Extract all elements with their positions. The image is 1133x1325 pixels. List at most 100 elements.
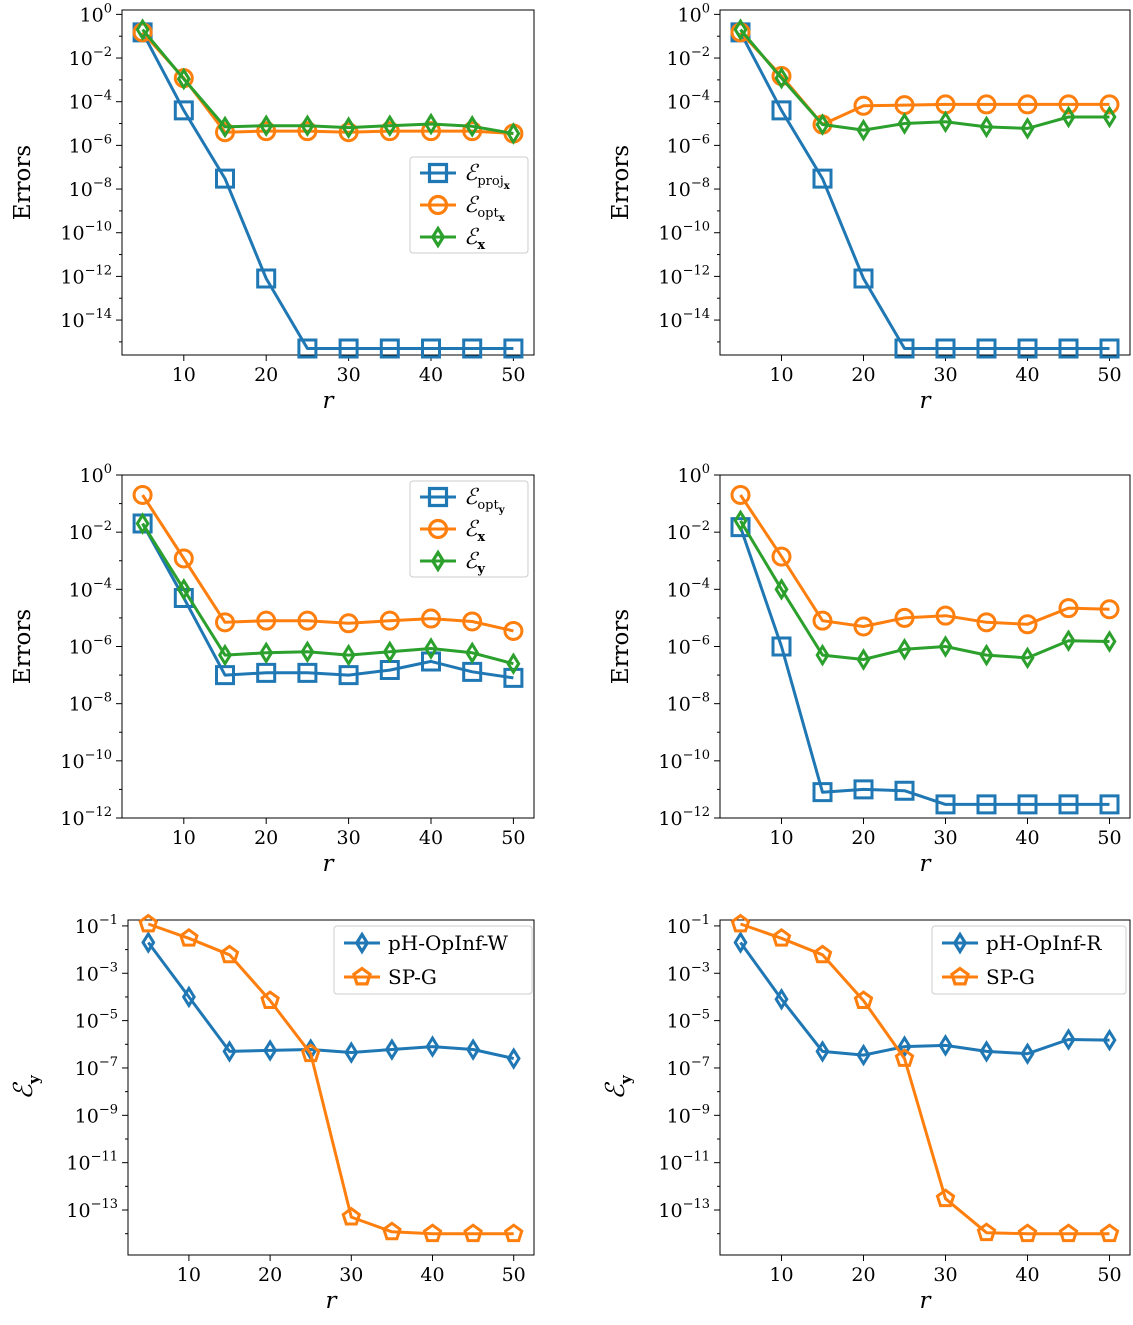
series-line [739, 31, 1110, 350]
y-tick-label: 10−9 [667, 1102, 710, 1127]
y-tick-label: 100 [80, 1, 112, 26]
data-point [774, 66, 789, 90]
data-point [771, 927, 792, 947]
data-point [1099, 1223, 1120, 1243]
series-line [739, 941, 1110, 1057]
data-point [730, 484, 751, 505]
data-point [215, 168, 235, 189]
x-tick-label: 30 [337, 827, 361, 849]
data-point [217, 115, 233, 139]
data-point [774, 987, 789, 1011]
data-point [976, 338, 997, 359]
data-point [976, 94, 997, 115]
x-tick-label: 40 [1015, 1264, 1039, 1286]
x-tick-label: 30 [933, 1264, 957, 1286]
y-tick-label: 10−12 [60, 805, 112, 830]
data-point [379, 121, 400, 142]
x-axis-label: r [920, 851, 933, 877]
data-point [215, 665, 235, 686]
data-point [297, 662, 318, 683]
y-tick-label: 10−1 [75, 913, 118, 938]
legend-marker [427, 486, 449, 508]
data-point [894, 1048, 915, 1067]
data-point [503, 338, 524, 359]
data-point [897, 112, 912, 135]
axes-frame [127, 919, 535, 1256]
data-point [425, 1035, 440, 1058]
data-point [812, 944, 833, 964]
legend-label: ℰoptx [464, 193, 506, 224]
x-tick-label: 40 [1015, 827, 1039, 849]
data-point [138, 913, 159, 933]
data-point [256, 662, 277, 683]
series-blue [132, 22, 524, 359]
panel-5: 10 20 30 40 50 10−1 10−3 10−5 10−7 10−9 10−11 10−13… [9, 913, 535, 1314]
data-point [894, 607, 915, 628]
data-point [1017, 338, 1038, 359]
series-blue [141, 931, 521, 1070]
y-tick-label: 10−2 [667, 519, 710, 544]
data-point [853, 616, 874, 637]
y-tick-label: 10−10 [60, 748, 112, 773]
data-point [132, 484, 153, 505]
legend-marker [354, 931, 370, 955]
data-point [1058, 598, 1079, 619]
legend: pH-OpInf-W SP-G [333, 925, 533, 995]
data-point [815, 113, 830, 136]
data-point [173, 100, 194, 121]
y-tick-label: 10−6 [69, 634, 112, 659]
data-point [259, 114, 274, 138]
x-tick-label: 50 [501, 827, 525, 849]
series-orange [138, 913, 524, 1243]
legend-label: SP-G [986, 965, 1035, 989]
y-tick-label: 10−8 [69, 176, 112, 201]
data-point [894, 338, 915, 359]
y-tick-label: 10−5 [75, 1008, 118, 1033]
series-line [739, 31, 1110, 126]
data-point [344, 1041, 359, 1064]
data-point [935, 794, 956, 815]
y-tick-label: 10−2 [69, 519, 112, 544]
data-point [771, 546, 792, 567]
data-point [935, 1188, 956, 1208]
y-axis-label: Errors [608, 145, 634, 220]
data-point [1020, 1042, 1035, 1066]
data-point [897, 637, 912, 661]
y-tick-label: 10−10 [60, 220, 112, 245]
data-point [181, 985, 196, 1009]
data-point [173, 587, 194, 608]
data-point [938, 110, 953, 134]
axes-frame [719, 9, 1131, 356]
y-tick-label: 100 [678, 1, 710, 26]
y-tick-label: 10−2 [69, 45, 112, 70]
data-point [1058, 1223, 1079, 1243]
data-point [219, 944, 240, 964]
data-point [462, 611, 483, 632]
data-point [856, 118, 871, 142]
legend-label: SP-G [388, 965, 437, 989]
data-point [256, 268, 277, 289]
data-point [1061, 1028, 1076, 1051]
data-point [815, 643, 830, 667]
x-tick-label: 50 [502, 1264, 526, 1286]
x-tick-label: 40 [419, 827, 443, 849]
data-point [222, 1040, 237, 1063]
x-axis-label: r [326, 1288, 339, 1314]
data-point [853, 268, 874, 289]
data-point [341, 643, 356, 667]
data-point [173, 548, 194, 569]
y-tick-label: 10−8 [667, 176, 710, 201]
data-point [379, 338, 400, 359]
data-point [853, 95, 874, 116]
data-point [421, 608, 441, 629]
data-point [503, 1223, 524, 1243]
data-point [263, 1039, 278, 1062]
series-blue [730, 22, 1120, 359]
y-tick-label: 10−12 [658, 263, 710, 288]
x-axis-label: r [920, 1288, 933, 1314]
data-point [856, 648, 871, 671]
y-tick-label: 10−7 [75, 1055, 118, 1080]
data-point [338, 122, 359, 143]
data-point [815, 1040, 830, 1063]
